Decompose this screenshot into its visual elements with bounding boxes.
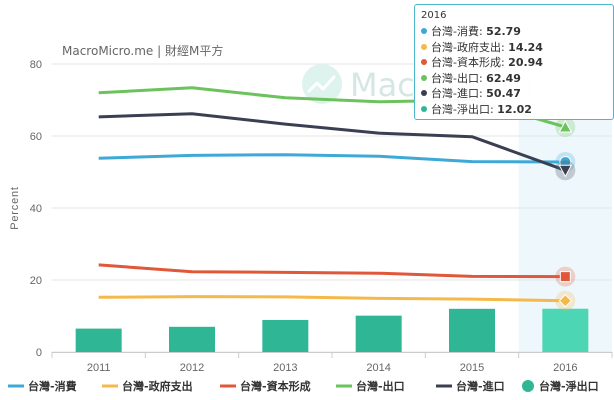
legend-item[interactable]: 台灣-消費 <box>8 379 77 393</box>
tooltip-value: 14.24 <box>508 40 543 54</box>
legend-label: 台灣-消費 <box>28 379 77 393</box>
tooltip-dot <box>421 74 427 81</box>
brand-label: MacroMicro.me | 財經M平方 <box>62 43 223 58</box>
tooltip-label: 台灣-消費: <box>431 25 487 38</box>
marker-square[interactable] <box>559 271 571 283</box>
marker-triangle[interactable] <box>558 119 573 133</box>
legend-label: 台灣-資本形成 <box>240 379 311 393</box>
tooltip-value: 50.47 <box>486 87 521 100</box>
series-line-0[interactable] <box>98 153 566 164</box>
series-line-2[interactable] <box>98 263 566 279</box>
tooltip-label: 台灣-淨出口: <box>431 102 498 116</box>
tooltip-value: 62.49 <box>486 71 521 85</box>
x-tick-label: 2016 <box>553 362 577 374</box>
marker-triangle-down[interactable] <box>558 164 573 178</box>
tooltip-row: 台灣-資本形成: 20.94 <box>421 55 607 71</box>
tooltip-value: 12.02 <box>497 102 532 116</box>
legend-item[interactable]: 台灣-出口 <box>336 379 405 393</box>
legend-item[interactable]: 台灣-進口 <box>436 379 505 393</box>
tooltip-label: 台灣-進口: <box>431 87 487 100</box>
tooltip: 2016 台灣-消費: 52.79 台灣-政府支出: 14.24 台灣-資本形成: … <box>414 4 614 120</box>
legend-label: 台灣-進口 <box>456 379 505 393</box>
line-series <box>98 86 566 303</box>
tooltip-row: 台灣-淨出口: 12.02 <box>421 102 607 118</box>
legend-label: 台灣-政府支出 <box>122 379 193 393</box>
tooltip-row: 台灣-進口: 50.47 <box>421 86 607 102</box>
bar-2012[interactable] <box>169 326 215 352</box>
x-tick-label: 2012 <box>180 362 204 374</box>
tooltip-row: 台灣-出口: 62.49 <box>421 71 607 87</box>
tooltip-row: 台灣-政府支出: 14.24 <box>421 40 607 56</box>
tooltip-dot <box>421 28 427 34</box>
tooltip-label: 台灣-資本形成: <box>431 56 509 69</box>
markers <box>555 117 576 311</box>
series-line-4[interactable] <box>98 112 566 172</box>
bar-series <box>75 308 589 352</box>
y-axis-title: Percent <box>9 186 21 230</box>
axes: Percent 0 20 40 60 80 2011 2012 2013 2014 2015 201… <box>9 59 613 374</box>
x-tick-label: 2011 <box>87 362 111 374</box>
y-tick-label: 0 <box>36 347 42 359</box>
bar-2015[interactable] <box>449 308 495 352</box>
tooltip-dot <box>421 90 427 96</box>
tooltip-value: 20.94 <box>508 56 543 69</box>
tooltip-row: 台灣-消費: 52.79 <box>421 24 607 40</box>
marker-diamond[interactable] <box>558 294 573 308</box>
tooltip-value: 52.79 <box>486 25 521 38</box>
legend-symbol <box>522 380 534 392</box>
x-tick-label: 2013 <box>273 362 297 374</box>
legend-item[interactable]: 台灣-資本形成 <box>220 379 311 393</box>
legend-label: 台灣-出口 <box>356 379 405 393</box>
x-tick-label: 2014 <box>366 362 390 374</box>
tooltip-header: 2016 <box>421 10 447 21</box>
y-tick-label: 60 <box>30 131 42 143</box>
bar-2013[interactable] <box>262 319 309 352</box>
legend-label: 台灣-淨出口 <box>539 379 599 393</box>
series-line-1[interactable] <box>98 295 566 303</box>
tooltip-dot <box>421 105 427 112</box>
bar-2016[interactable] <box>542 308 589 352</box>
y-tick-label: 40 <box>30 203 42 215</box>
legend-item[interactable]: 台灣-淨出口 <box>522 379 599 393</box>
tooltip-dot <box>421 59 427 65</box>
y-tick-label: 80 <box>30 59 42 71</box>
tooltip-label: 台灣-政府支出: <box>431 40 509 54</box>
x-tick-label: 2015 <box>460 362 484 374</box>
legend[interactable]: 台灣-消費 台灣-政府支出 台灣-資本形成 台灣-出口 台灣-進口 台灣-淨出口 <box>8 379 599 393</box>
tooltip-dot <box>421 43 427 50</box>
bar-2011[interactable] <box>75 328 122 352</box>
tooltip-label: 台灣-出口: <box>431 71 487 85</box>
y-tick-label: 20 <box>30 275 42 287</box>
bar-2014[interactable] <box>355 315 402 352</box>
legend-item[interactable]: 台灣-政府支出 <box>102 379 193 393</box>
